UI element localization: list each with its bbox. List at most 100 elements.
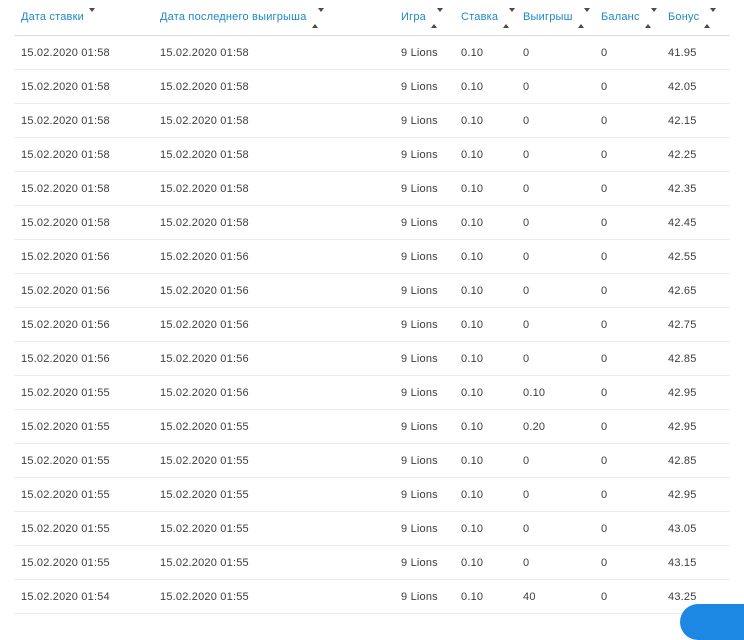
cell-stake: 0.10 <box>461 511 523 546</box>
column-header-win[interactable]: Выигрыш <box>523 0 601 36</box>
table-row: 15.02.2020 01:58 15.02.2020 01:58 9 Lions 0… <box>14 171 730 206</box>
cell-last_win_date: 15.02.2020 01:58 <box>160 35 401 70</box>
cell-win: 0.10 <box>523 375 601 410</box>
cell-game: 9 Lions <box>401 443 461 478</box>
cell-stake: 0.10 <box>461 239 523 274</box>
cell-last_win_date: 15.02.2020 01:56 <box>160 341 401 376</box>
sort-both-icon <box>430 7 443 28</box>
table-row: 15.02.2020 01:58 15.02.2020 01:58 9 Lions 0… <box>14 35 730 70</box>
cell-stake: 0.10 <box>461 137 523 172</box>
cell-last_win_date: 15.02.2020 01:55 <box>160 579 401 614</box>
cell-stake: 0.10 <box>461 409 523 444</box>
cell-game: 9 Lions <box>401 409 461 444</box>
table-row: 15.02.2020 01:55 15.02.2020 01:56 9 Lions 0… <box>14 375 730 410</box>
cell-bet_date: 15.02.2020 01:54 <box>14 579 160 614</box>
cell-win: 40 <box>523 579 601 614</box>
cell-bet_date: 15.02.2020 01:58 <box>14 103 160 138</box>
table-row: 15.02.2020 01:58 15.02.2020 01:58 9 Lions 0… <box>14 205 730 240</box>
cell-balance: 0 <box>601 205 668 240</box>
cell-stake: 0.10 <box>461 477 523 512</box>
cell-game: 9 Lions <box>401 239 461 274</box>
cell-win: 0 <box>523 137 601 172</box>
cell-bonus: 42.65 <box>668 273 730 308</box>
cell-last_win_date: 15.02.2020 01:56 <box>160 375 401 410</box>
cell-game: 9 Lions <box>401 511 461 546</box>
table-row: 15.02.2020 01:55 15.02.2020 01:55 9 Lions 0… <box>14 443 730 478</box>
cell-balance: 0 <box>601 69 668 104</box>
cell-last_win_date: 15.02.2020 01:55 <box>160 545 401 580</box>
cell-balance: 0 <box>601 545 668 580</box>
cell-win: 0 <box>523 307 601 342</box>
cell-last_win_date: 15.02.2020 01:58 <box>160 103 401 138</box>
cell-last_win_date: 15.02.2020 01:58 <box>160 137 401 172</box>
cell-balance: 0 <box>601 103 668 138</box>
cell-balance: 0 <box>601 443 668 478</box>
cell-stake: 0.10 <box>461 307 523 342</box>
cell-last_win_date: 15.02.2020 01:56 <box>160 239 401 274</box>
floating-action-button[interactable] <box>680 604 744 640</box>
cell-bonus: 42.85 <box>668 443 730 478</box>
cell-game: 9 Lions <box>401 171 461 206</box>
column-header-label: Дата ставки <box>21 11 84 24</box>
cell-stake: 0.10 <box>461 341 523 376</box>
cell-game: 9 Lions <box>401 69 461 104</box>
column-header-game[interactable]: Игра <box>401 0 461 36</box>
table-row: 15.02.2020 01:58 15.02.2020 01:58 9 Lions 0… <box>14 137 730 172</box>
column-header-last_win_date[interactable]: Дата последнего выигрыша <box>160 0 401 36</box>
cell-balance: 0 <box>601 239 668 274</box>
table-row: 15.02.2020 01:55 15.02.2020 01:55 9 Lions 0… <box>14 409 730 444</box>
cell-bonus: 41.95 <box>668 35 730 70</box>
cell-stake: 0.10 <box>461 205 523 240</box>
column-header-stake[interactable]: Ставка <box>461 0 523 36</box>
table-row: 15.02.2020 01:54 15.02.2020 01:55 9 Lions 0… <box>14 579 730 614</box>
cell-bonus: 42.15 <box>668 103 730 138</box>
column-header-bonus[interactable]: Бонус <box>668 0 730 36</box>
cell-win: 0.20 <box>523 409 601 444</box>
cell-bet_date: 15.02.2020 01:56 <box>14 307 160 342</box>
cell-bonus: 43.05 <box>668 511 730 546</box>
column-header-label: Дата последнего выигрыша <box>160 11 307 24</box>
cell-win: 0 <box>523 239 601 274</box>
cell-balance: 0 <box>601 273 668 308</box>
table-row: 15.02.2020 01:56 15.02.2020 01:56 9 Lions 0… <box>14 307 730 342</box>
cell-win: 0 <box>523 341 601 376</box>
cell-bonus: 42.85 <box>668 341 730 376</box>
cell-win: 0 <box>523 443 601 478</box>
table-row: 15.02.2020 01:58 15.02.2020 01:58 9 Lions 0… <box>14 103 730 138</box>
cell-bet_date: 15.02.2020 01:58 <box>14 205 160 240</box>
column-header-label: Ставка <box>461 11 499 24</box>
cell-bet_date: 15.02.2020 01:58 <box>14 171 160 206</box>
cell-game: 9 Lions <box>401 137 461 172</box>
cell-balance: 0 <box>601 375 668 410</box>
cell-bonus: 43.15 <box>668 545 730 580</box>
sort-down-arrow <box>710 7 717 24</box>
cell-stake: 0.10 <box>461 579 523 614</box>
column-header-label: Баланс <box>601 11 640 24</box>
cell-game: 9 Lions <box>401 103 461 138</box>
sort-up-arrow <box>577 11 584 28</box>
cell-stake: 0.10 <box>461 375 523 410</box>
column-header-label: Выигрыш <box>523 11 573 24</box>
cell-stake: 0.10 <box>461 35 523 70</box>
sort-both-icon <box>503 7 516 28</box>
sort-both-icon <box>311 7 324 28</box>
sort-down-arrow <box>317 7 324 24</box>
column-header-balance[interactable]: Баланс <box>601 0 668 36</box>
cell-last_win_date: 15.02.2020 01:55 <box>160 477 401 512</box>
cell-bet_date: 15.02.2020 01:56 <box>14 273 160 308</box>
table-row: 15.02.2020 01:55 15.02.2020 01:55 9 Lions 0… <box>14 477 730 512</box>
column-header-bet_date[interactable]: Дата ставки <box>14 0 160 36</box>
table-row: 15.02.2020 01:55 15.02.2020 01:55 9 Lions 0… <box>14 545 730 580</box>
cell-balance: 0 <box>601 409 668 444</box>
cell-win: 0 <box>523 545 601 580</box>
table-row: 15.02.2020 01:56 15.02.2020 01:56 9 Lions 0… <box>14 239 730 274</box>
cell-game: 9 Lions <box>401 35 461 70</box>
cell-win: 0 <box>523 205 601 240</box>
column-header-label: Игра <box>401 11 426 24</box>
cell-bonus: 42.05 <box>668 69 730 104</box>
sort-both-icon <box>644 7 657 28</box>
sort-down-arrow <box>88 7 95 24</box>
cell-balance: 0 <box>601 511 668 546</box>
table-row: 15.02.2020 01:56 15.02.2020 01:56 9 Lions 0… <box>14 341 730 376</box>
cell-bonus: 42.95 <box>668 375 730 410</box>
